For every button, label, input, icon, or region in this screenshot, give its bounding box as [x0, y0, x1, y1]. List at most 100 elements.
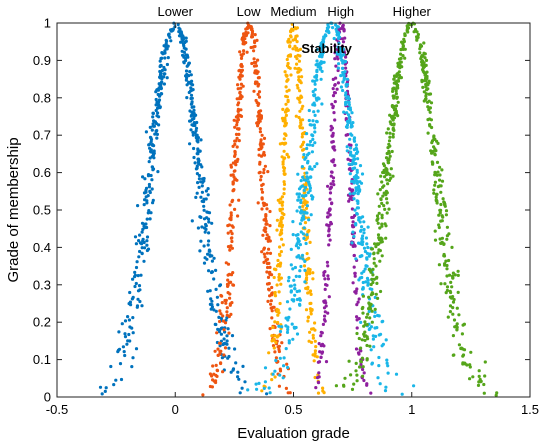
data-point: [448, 310, 452, 314]
data-point: [340, 53, 344, 58]
data-point: [142, 259, 146, 263]
data-point: [312, 93, 316, 97]
data-point: [349, 150, 353, 154]
data-point: [377, 248, 381, 252]
data-point: [242, 49, 246, 53]
data-point: [160, 68, 164, 73]
data-point: [351, 154, 355, 158]
data-point: [262, 136, 267, 140]
data-point: [307, 151, 311, 155]
data-point: [456, 290, 460, 294]
data-point: [159, 81, 163, 85]
data-point: [438, 208, 442, 212]
data-point: [297, 274, 302, 279]
data-point: [301, 148, 305, 152]
y-tick-label: 0.7: [33, 128, 51, 143]
data-point: [342, 384, 346, 388]
data-point: [156, 170, 160, 174]
data-point: [253, 33, 257, 37]
data-point: [202, 244, 206, 248]
data-point: [233, 207, 237, 211]
data-point: [166, 56, 170, 60]
data-point: [298, 269, 302, 273]
data-point: [434, 149, 438, 153]
data-point: [145, 217, 149, 221]
data-point: [420, 63, 424, 67]
data-point: [200, 184, 204, 188]
data-point: [308, 330, 312, 334]
data-point: [326, 234, 331, 238]
data-point: [378, 226, 382, 230]
data-point: [394, 80, 398, 84]
data-point: [217, 341, 222, 345]
data-point: [238, 73, 243, 77]
data-point: [402, 37, 406, 41]
data-point: [218, 328, 222, 332]
data-point: [266, 170, 270, 174]
data-point: [239, 108, 243, 112]
data-point: [278, 262, 282, 267]
data-point: [288, 40, 292, 44]
data-point: [273, 294, 278, 298]
data-point: [295, 255, 299, 259]
data-point: [145, 235, 150, 239]
data-point: [284, 133, 288, 137]
data-point: [223, 298, 227, 303]
data-point: [233, 139, 237, 143]
data-point: [313, 321, 317, 325]
data-point: [348, 192, 352, 196]
data-point: [138, 249, 142, 254]
data-point: [320, 331, 324, 335]
data-point: [270, 316, 274, 320]
data-point: [164, 47, 168, 51]
x-tick-label: -0.5: [46, 402, 68, 417]
data-point: [381, 162, 386, 166]
data-point: [354, 361, 358, 365]
data-point: [261, 201, 265, 205]
data-point: [396, 83, 400, 87]
data-point: [368, 316, 372, 320]
data-point: [335, 87, 339, 91]
data-point: [354, 257, 358, 261]
data-point: [386, 161, 390, 165]
data-point: [399, 52, 403, 56]
data-point: [226, 283, 230, 287]
data-point: [267, 386, 271, 390]
data-point: [260, 250, 264, 254]
data-point: [259, 154, 264, 158]
data-point: [276, 198, 280, 202]
data-point: [220, 301, 224, 305]
data-point: [311, 137, 315, 141]
data-point: [264, 226, 268, 231]
data-point: [270, 334, 274, 338]
data-point: [438, 178, 442, 182]
data-point: [265, 251, 269, 255]
data-point: [280, 223, 284, 227]
data-point: [378, 382, 382, 386]
data-point: [190, 117, 194, 122]
data-point: [144, 222, 148, 226]
data-point: [302, 264, 307, 268]
data-point: [215, 295, 219, 299]
data-point: [160, 77, 164, 81]
data-point: [331, 131, 335, 135]
data-point: [240, 386, 244, 390]
data-point: [386, 364, 390, 368]
data-point: [286, 54, 290, 58]
data-point: [328, 213, 332, 217]
data-point: [299, 210, 303, 214]
data-point: [282, 142, 286, 146]
data-point: [286, 39, 290, 44]
data-point: [383, 207, 387, 211]
data-point: [298, 298, 302, 302]
data-point: [308, 289, 312, 293]
data-point: [137, 284, 142, 288]
data-point: [212, 256, 216, 260]
data-point: [323, 319, 327, 323]
data-point: [231, 368, 235, 372]
data-point: [428, 124, 432, 128]
data-point: [424, 58, 429, 63]
data-point: [362, 220, 366, 224]
data-point: [345, 145, 349, 149]
data-point: [359, 346, 363, 350]
